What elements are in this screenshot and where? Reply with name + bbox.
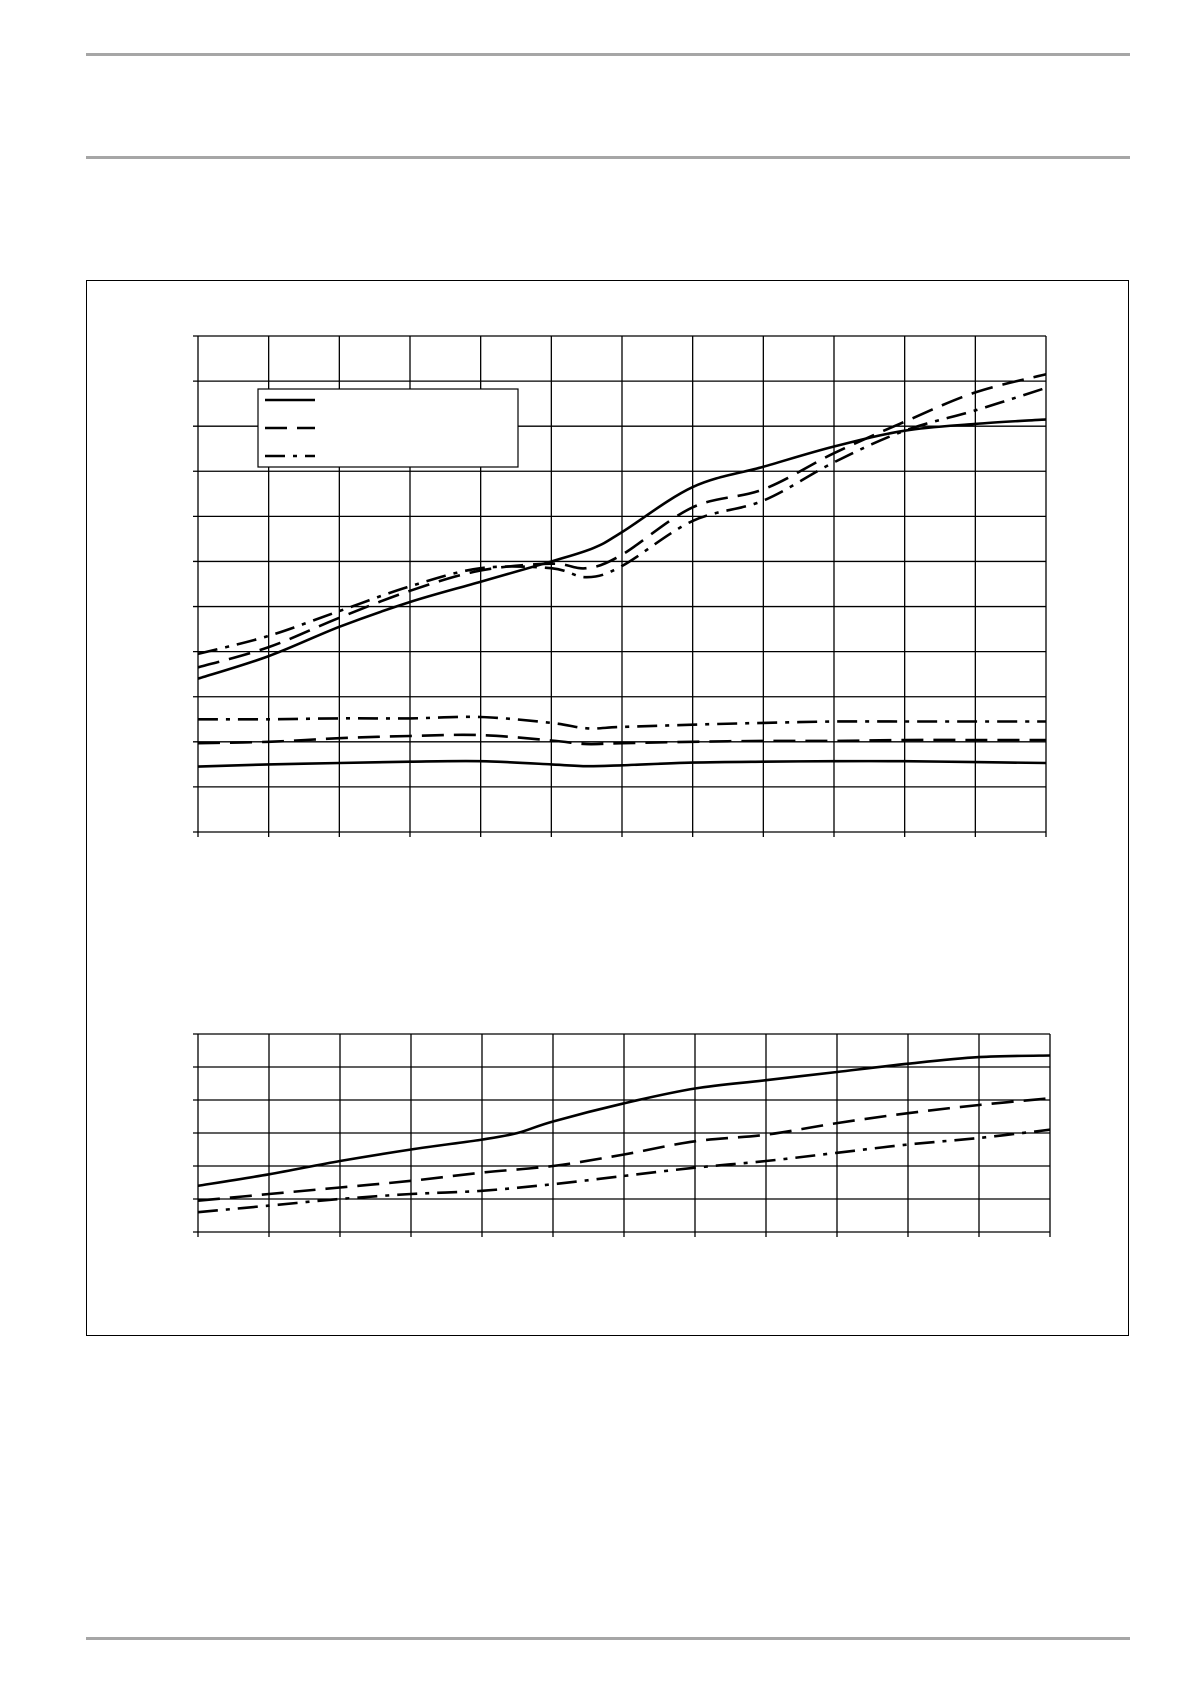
upper-chart-legend — [257, 388, 519, 468]
lower-chart-series-2-dashed-line — [197, 1097, 1051, 1202]
lower-chart-series-1-solid-line — [197, 1054, 1051, 1188]
lower-chart-grid — [193, 1033, 1051, 1237]
lower-chart-series-group — [197, 1054, 1051, 1214]
upper-line-chart — [193, 335, 1047, 837]
upper-chart-series-group — [197, 373, 1047, 768]
footer-rule — [86, 1637, 1130, 1640]
upper-chart-series-5-dashed-line — [197, 733, 1046, 746]
upper-chart-series-6-solid-line — [197, 759, 1047, 768]
upper-chart-series-3-dash-dot-line — [197, 386, 1047, 656]
figure-frame — [86, 280, 1129, 1336]
upper-chart-series-2-dashed-line — [197, 373, 1047, 669]
header-rule-bottom — [86, 156, 1130, 159]
lower-line-chart — [193, 1033, 1051, 1237]
upper-chart-series-4-dash-dot-line — [197, 715, 1046, 730]
header-rule-top — [86, 53, 1130, 56]
